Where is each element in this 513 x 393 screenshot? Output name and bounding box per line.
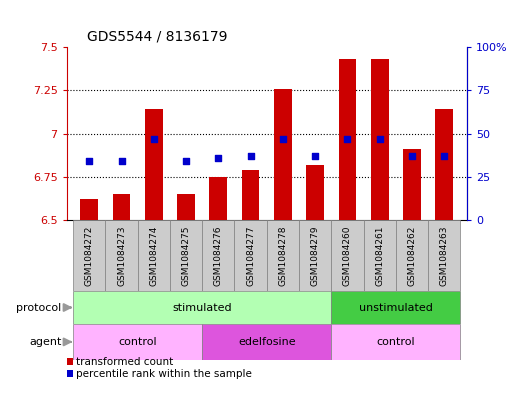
Text: GSM1084272: GSM1084272 bbox=[85, 225, 94, 286]
Bar bbox=[113, 194, 130, 220]
Text: percentile rank within the sample: percentile rank within the sample bbox=[76, 369, 252, 379]
Bar bbox=[299, 220, 331, 291]
Bar bbox=[81, 199, 98, 220]
Bar bbox=[267, 220, 299, 291]
Text: control: control bbox=[377, 337, 415, 347]
Bar bbox=[364, 220, 396, 291]
Bar bbox=[331, 291, 460, 324]
Bar bbox=[73, 220, 105, 291]
Bar bbox=[105, 220, 137, 291]
Text: GSM1084275: GSM1084275 bbox=[182, 225, 191, 286]
Bar bbox=[331, 324, 460, 360]
Bar bbox=[73, 324, 202, 360]
Bar bbox=[202, 220, 234, 291]
Text: GSM1084261: GSM1084261 bbox=[375, 225, 384, 286]
Text: GSM1084262: GSM1084262 bbox=[407, 225, 417, 286]
Bar bbox=[202, 324, 331, 360]
Bar bbox=[234, 220, 267, 291]
Bar bbox=[137, 220, 170, 291]
Text: transformed count: transformed count bbox=[76, 357, 173, 367]
Bar bbox=[209, 177, 227, 220]
Bar bbox=[73, 291, 331, 324]
Bar bbox=[331, 220, 364, 291]
Bar bbox=[177, 194, 195, 220]
Bar bbox=[396, 220, 428, 291]
Text: GDS5544 / 8136179: GDS5544 / 8136179 bbox=[87, 29, 227, 43]
Text: GSM1084277: GSM1084277 bbox=[246, 225, 255, 286]
Point bbox=[117, 158, 126, 164]
Text: GSM1084279: GSM1084279 bbox=[311, 225, 320, 286]
Bar bbox=[145, 109, 163, 220]
Point bbox=[408, 153, 416, 159]
Bar bbox=[274, 89, 292, 220]
Text: stimulated: stimulated bbox=[172, 303, 232, 312]
Bar bbox=[436, 109, 453, 220]
Bar bbox=[242, 170, 260, 220]
Point bbox=[343, 136, 351, 142]
Text: agent: agent bbox=[29, 337, 62, 347]
Point bbox=[279, 136, 287, 142]
Point bbox=[214, 155, 223, 161]
Bar bbox=[170, 220, 202, 291]
Text: GSM1084276: GSM1084276 bbox=[214, 225, 223, 286]
Point bbox=[311, 153, 319, 159]
Text: GSM1084274: GSM1084274 bbox=[149, 225, 159, 286]
Point bbox=[85, 158, 93, 164]
Text: GSM1084273: GSM1084273 bbox=[117, 225, 126, 286]
Bar bbox=[403, 149, 421, 220]
Text: unstimulated: unstimulated bbox=[359, 303, 433, 312]
Text: GSM1084263: GSM1084263 bbox=[440, 225, 449, 286]
Point bbox=[376, 136, 384, 142]
Bar bbox=[371, 59, 388, 220]
Text: protocol: protocol bbox=[16, 303, 62, 312]
Text: control: control bbox=[119, 337, 157, 347]
Text: GSM1084278: GSM1084278 bbox=[279, 225, 287, 286]
Text: edelfosine: edelfosine bbox=[238, 337, 295, 347]
Text: GSM1084260: GSM1084260 bbox=[343, 225, 352, 286]
Point bbox=[182, 158, 190, 164]
Bar bbox=[339, 59, 357, 220]
Point bbox=[150, 136, 158, 142]
Bar bbox=[428, 220, 460, 291]
Point bbox=[440, 153, 448, 159]
Bar bbox=[306, 165, 324, 220]
Point bbox=[247, 153, 255, 159]
